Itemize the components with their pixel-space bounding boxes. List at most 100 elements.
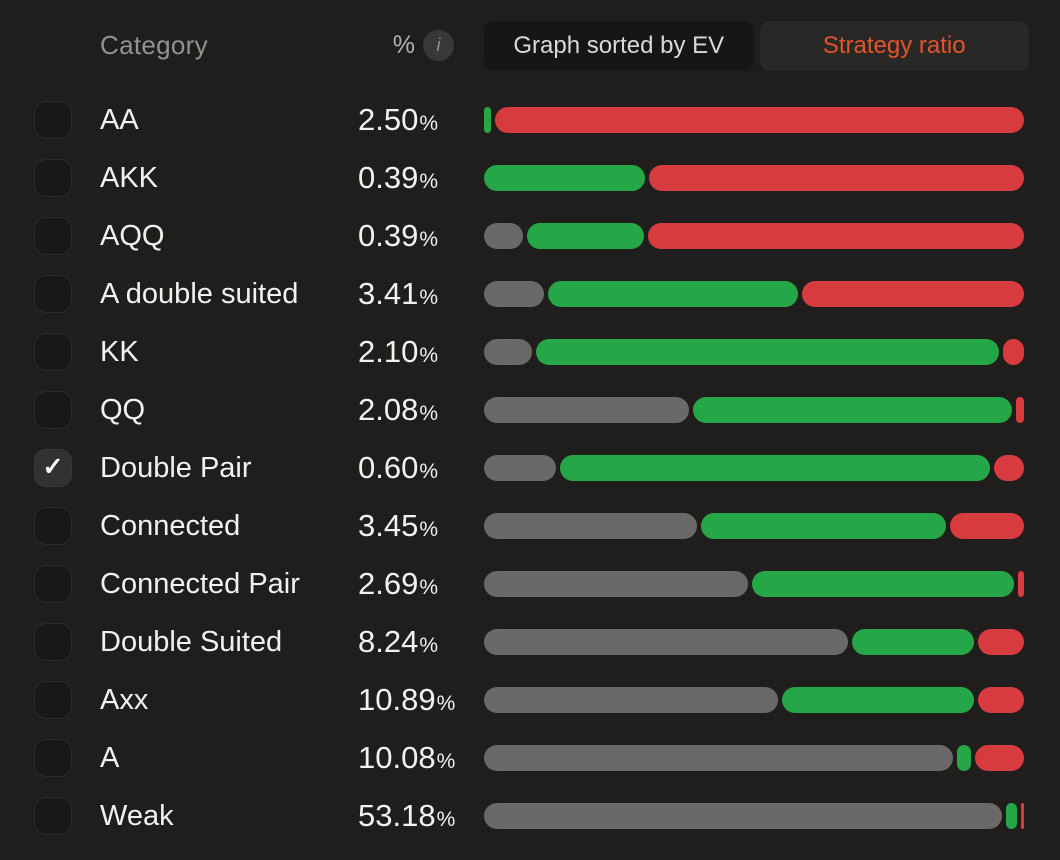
table-header: Category % i Graph sorted by EV Strategy… [0, 0, 1060, 91]
bar-segment-red [1017, 571, 1025, 597]
bar-segment-green [851, 629, 974, 655]
bar-segment-red [977, 687, 1024, 713]
table-row: AA 2.50% [0, 91, 1060, 149]
strategy-ratio-bar [484, 223, 1025, 249]
bar-segment-gray [484, 397, 690, 423]
strategy-ratio-bar [484, 165, 1024, 191]
bar-segment-red [1016, 397, 1025, 423]
percent-value: 3.41% [358, 276, 439, 311]
category-label: Connected Pair [100, 567, 300, 600]
category-label: AQQ [100, 219, 165, 252]
percent-symbol: % [392, 31, 415, 59]
row-checkbox[interactable] [34, 681, 72, 719]
bar-segment-red [648, 165, 1024, 191]
row-checkbox[interactable] [34, 275, 72, 313]
row-checkbox[interactable] [34, 333, 72, 371]
percent-value: 10.08% [358, 740, 456, 775]
percent-value: 2.69% [358, 566, 439, 601]
category-column-header: Category [100, 30, 208, 60]
bar-segment-green [752, 571, 1014, 597]
bar-segment-green [560, 455, 991, 481]
bar-segment-red [1020, 803, 1024, 829]
table-row: ✓ Double Pair 0.60% [0, 439, 1060, 497]
bar-segment-gray [484, 281, 545, 307]
category-label: Connected [100, 509, 241, 542]
bar-segment-green [957, 745, 971, 771]
table-row: A double suited 3.41% [0, 265, 1060, 323]
bar-segment-red [1002, 339, 1024, 365]
table-row: Connected 3.45% [0, 497, 1060, 555]
bar-segment-red [801, 281, 1024, 307]
bar-segment-green [700, 513, 946, 539]
row-checkbox[interactable] [34, 623, 72, 661]
percent-value: 2.50% [358, 102, 439, 137]
bar-segment-red [994, 455, 1025, 481]
info-icon[interactable]: i [423, 30, 454, 61]
table-row: Axx 10.89% [0, 671, 1060, 729]
strategy-ratio-bar [484, 571, 1025, 597]
category-label: AA [100, 103, 139, 136]
strategy-ratio-bar [484, 745, 1025, 771]
strategy-ratio-bar [484, 397, 1025, 423]
row-checkbox[interactable] [34, 739, 72, 777]
strategy-ratio-bar [484, 455, 1025, 481]
bar-segment-red [977, 629, 1024, 655]
strategy-ratio-bar [484, 629, 1024, 655]
row-checkbox[interactable] [34, 101, 72, 139]
category-rows: AA 2.50% AKK 0.39% AQQ 0.39% A double su… [0, 91, 1060, 845]
row-checkbox[interactable] [34, 217, 72, 255]
category-label: AKK [100, 161, 159, 194]
strategy-ratio-bar [484, 281, 1024, 307]
bar-segment-red [648, 223, 1025, 249]
strategy-ratio-bar [484, 107, 1024, 133]
bar-segment-gray [484, 223, 524, 249]
percent-value: 0.60% [358, 450, 439, 485]
strategy-ratio-bar [484, 513, 1024, 539]
row-checkbox[interactable] [34, 797, 72, 835]
category-label: A [100, 741, 120, 774]
bar-segment-green [782, 687, 974, 713]
row-checkbox[interactable] [34, 391, 72, 429]
bar-segment-gray [484, 687, 779, 713]
table-row: KK 2.10% [0, 323, 1060, 381]
percent-value: 0.39% [358, 218, 439, 253]
table-row: AQQ 0.39% [0, 207, 1060, 265]
row-checkbox[interactable] [34, 565, 72, 603]
table-row: A 10.08% [0, 729, 1060, 787]
percent-value: 10.89% [358, 682, 456, 717]
category-label: Double Suited [100, 625, 283, 658]
strategy-ratio-bar [484, 803, 1024, 829]
table-row: Weak 53.18% [0, 787, 1060, 845]
bar-segment-gray [484, 629, 848, 655]
bar-segment-green [535, 339, 999, 365]
category-label: QQ [100, 393, 146, 426]
table-row: AKK 0.39% [0, 149, 1060, 207]
check-icon: ✓ [42, 452, 64, 481]
bar-segment-green [527, 223, 645, 249]
bar-segment-green [484, 107, 491, 133]
row-checkbox[interactable] [34, 159, 72, 197]
strategy-ratio-bar [484, 339, 1024, 365]
row-checkbox[interactable] [34, 507, 72, 545]
category-label: Weak [100, 799, 174, 832]
table-row: Connected Pair 2.69% [0, 555, 1060, 613]
strategy-ratio-bar [484, 687, 1024, 713]
bar-segment-gray [484, 803, 1003, 829]
row-checkbox[interactable]: ✓ [34, 449, 72, 487]
bar-segment-gray [484, 455, 557, 481]
percent-value: 8.24% [358, 624, 439, 659]
view-toggle-group: Graph sorted by EV Strategy ratio [484, 20, 1029, 71]
strategy-ratio-button[interactable]: Strategy ratio [759, 20, 1029, 71]
percent-value: 3.45% [358, 508, 439, 543]
bar-segment-green [1006, 803, 1017, 829]
category-label: Axx [100, 683, 149, 716]
percent-value: 2.08% [358, 392, 439, 427]
bar-segment-gray [484, 745, 954, 771]
percent-column-header: % i [358, 30, 484, 61]
bar-segment-gray [484, 339, 532, 365]
bar-segment-gray [484, 571, 749, 597]
bar-segment-green [693, 397, 1013, 423]
graph-sorted-by-ev-button[interactable]: Graph sorted by EV [484, 20, 754, 71]
category-label: Double Pair [100, 451, 252, 484]
